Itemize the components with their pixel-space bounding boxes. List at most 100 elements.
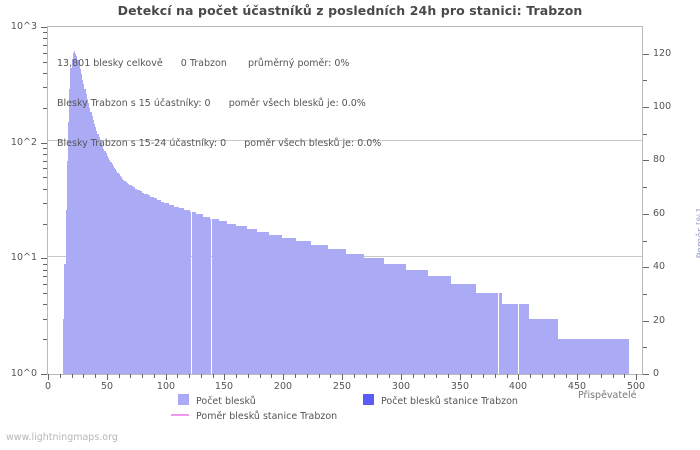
histogram-bar bbox=[311, 245, 313, 374]
histogram-bar bbox=[366, 258, 368, 374]
histogram-bar bbox=[433, 276, 435, 374]
histogram-bar bbox=[416, 269, 418, 374]
histogram-bar bbox=[374, 258, 377, 374]
histogram-bar bbox=[80, 74, 83, 374]
histogram-bar bbox=[187, 210, 190, 374]
histogram-bar bbox=[380, 258, 383, 374]
histogram-bar bbox=[546, 318, 548, 374]
histogram-bar bbox=[91, 116, 93, 374]
histogram-bar bbox=[404, 263, 406, 374]
histogram-bar bbox=[251, 228, 253, 374]
legend-item-2[interactable]: Poměr blesků stanice Trabzon bbox=[171, 411, 337, 422]
histogram-bar bbox=[459, 284, 461, 374]
histogram-bar bbox=[579, 339, 581, 374]
histogram-bar bbox=[252, 228, 254, 374]
x-tick-major bbox=[166, 374, 167, 380]
histogram-bar bbox=[273, 234, 275, 374]
y-tick-minor-left bbox=[43, 108, 47, 109]
histogram-bar bbox=[345, 253, 347, 374]
histogram-bar bbox=[465, 284, 467, 374]
histogram-bar bbox=[551, 318, 553, 374]
y-tick-minor-left bbox=[43, 62, 47, 63]
histogram-bar bbox=[414, 269, 417, 374]
histogram-bar bbox=[378, 258, 380, 374]
histogram-bar bbox=[623, 339, 625, 374]
legend-label-2: Poměr blesků stanice Trabzon bbox=[196, 411, 338, 422]
y-tick-minor-left bbox=[43, 284, 47, 285]
histogram-bar bbox=[384, 263, 386, 374]
legend-label-1: Počet blesků stanice Trabzon bbox=[381, 396, 518, 407]
histogram-bar bbox=[319, 245, 321, 374]
histogram-bar bbox=[523, 304, 525, 374]
histogram-bar bbox=[322, 245, 324, 374]
histogram-bar bbox=[240, 226, 243, 374]
histogram-bar bbox=[557, 318, 559, 374]
legend-item-0[interactable]: Počet blesků bbox=[178, 394, 256, 407]
histogram-bar bbox=[496, 293, 498, 374]
histogram-bar bbox=[69, 89, 71, 374]
histogram-bar bbox=[155, 198, 157, 374]
histogram-bar bbox=[510, 304, 512, 374]
histogram-bar bbox=[217, 218, 219, 374]
legend-label-0: Počet blesků bbox=[196, 396, 256, 407]
histogram-bar bbox=[559, 339, 561, 374]
histogram-bar bbox=[524, 304, 526, 374]
histogram-bar bbox=[445, 276, 447, 374]
histogram-bar bbox=[518, 304, 520, 374]
histogram-bar bbox=[610, 339, 612, 374]
histogram-bar bbox=[95, 127, 97, 374]
histogram-bar bbox=[514, 304, 517, 374]
histogram-bar bbox=[100, 143, 103, 374]
histogram-bar bbox=[377, 258, 379, 374]
histogram-bar bbox=[64, 263, 66, 374]
legend-item-1[interactable]: Počet blesků stanice Trabzon bbox=[363, 394, 518, 407]
histogram-bar bbox=[542, 318, 544, 374]
histogram-bar bbox=[233, 223, 236, 374]
histogram-bar bbox=[463, 284, 465, 374]
histogram-bar bbox=[160, 201, 163, 374]
histogram-bar bbox=[279, 234, 281, 374]
histogram-bar bbox=[622, 339, 624, 374]
histogram-bar bbox=[434, 276, 437, 374]
histogram-bar bbox=[162, 201, 164, 374]
x-tick-label: 300 bbox=[391, 381, 411, 392]
histogram-bar bbox=[458, 284, 460, 374]
histogram-bar bbox=[226, 223, 228, 374]
histogram-bar bbox=[407, 269, 410, 374]
histogram-bar bbox=[573, 339, 575, 374]
x-tick-minor bbox=[260, 374, 261, 378]
legend-line-pomer-blesku-stanice bbox=[171, 414, 189, 416]
histogram-bar bbox=[516, 304, 518, 374]
x-tick-label: 350 bbox=[450, 381, 470, 392]
histogram-bar bbox=[259, 231, 261, 374]
histogram-bar bbox=[502, 304, 504, 374]
histogram-bar bbox=[596, 339, 598, 374]
histogram-bar bbox=[566, 339, 568, 374]
y-tick-major-right bbox=[643, 54, 649, 55]
histogram-bar bbox=[247, 228, 250, 374]
histogram-bar bbox=[576, 339, 578, 374]
y-tick-minor-left bbox=[43, 319, 47, 320]
histogram-bar bbox=[337, 249, 339, 374]
histogram-bar bbox=[264, 231, 266, 374]
histogram-bar bbox=[132, 187, 134, 374]
histogram-bar bbox=[593, 339, 595, 374]
histogram-bar bbox=[320, 245, 323, 374]
histogram-bar bbox=[554, 318, 557, 374]
histogram-bar bbox=[293, 237, 295, 374]
histogram-bar bbox=[549, 318, 551, 374]
histogram-bar bbox=[218, 221, 220, 374]
histogram-bar bbox=[124, 180, 126, 374]
histogram-bar bbox=[409, 269, 411, 374]
histogram-bar bbox=[626, 339, 628, 374]
histogram-bar bbox=[538, 318, 540, 374]
x-tick-minor bbox=[154, 374, 155, 378]
histogram-bar bbox=[371, 258, 373, 374]
x-tick-minor bbox=[119, 374, 120, 378]
x-tick-minor bbox=[601, 374, 602, 378]
histogram-bar bbox=[492, 293, 494, 374]
histogram-bar bbox=[612, 339, 614, 374]
x-tick-major bbox=[283, 374, 284, 380]
y-axis-right-title: Poměr [%] bbox=[695, 208, 700, 259]
page-title: Detekcí na počet účastníků z posledních … bbox=[117, 3, 583, 18]
